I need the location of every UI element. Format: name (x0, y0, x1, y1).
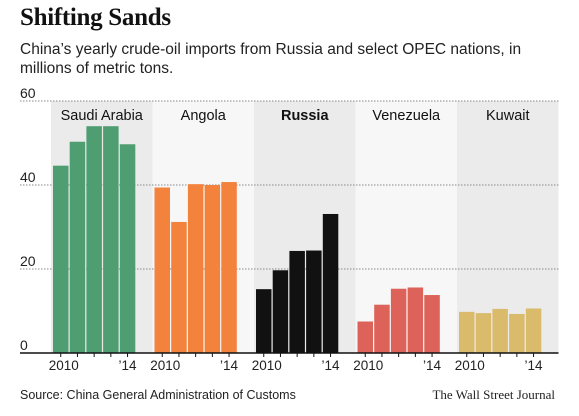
bar (322, 213, 339, 353)
bar (69, 141, 86, 353)
publisher-credit: The Wall Street Journal (432, 387, 555, 402)
bar (374, 304, 390, 353)
series-label: Angola (181, 108, 227, 124)
bar (306, 250, 322, 353)
series-label: Russia (281, 108, 329, 124)
bar (154, 187, 170, 353)
bar (407, 287, 424, 353)
x-tick-label: ’14 (525, 358, 544, 373)
x-tick-label: 2010 (49, 358, 79, 373)
bar (171, 221, 187, 353)
y-tick-label: 20 (20, 253, 36, 269)
bars (53, 126, 542, 353)
x-tick-label: ’14 (119, 358, 138, 373)
y-tick-label: 60 (20, 85, 36, 101)
x-tick-label: 2010 (353, 358, 383, 373)
y-tick-label: 40 (20, 169, 36, 185)
bar (475, 313, 492, 353)
bar (204, 185, 221, 353)
bar (525, 308, 542, 353)
series-label: Kuwait (486, 108, 530, 124)
bar (289, 250, 305, 353)
bar (187, 184, 204, 353)
y-tick-label: 0 (20, 337, 28, 353)
source-note: Source: China General Administration of … (20, 388, 296, 402)
bar (357, 321, 373, 353)
bar (86, 126, 102, 353)
bar (256, 289, 272, 353)
series-label: Venezuela (372, 108, 441, 124)
x-tick-label: 2010 (252, 358, 282, 373)
chart-title: Shifting Sands (20, 4, 171, 31)
bar (459, 311, 475, 353)
chart-subtitle: China’s yearly crude-oil imports from Ru… (20, 41, 522, 77)
series-labels: Saudi Arabia Angola Russia Venezuela Kuwait (61, 108, 530, 124)
bar (492, 308, 508, 353)
x-tick-label: ’14 (423, 358, 442, 373)
x-tick-label: ’14 (220, 358, 239, 373)
series-label: Saudi Arabia (61, 108, 144, 124)
bar (103, 126, 119, 353)
bar (424, 295, 440, 353)
x-axis-ticks: 2010 ’14 2010 ’14 2010 ’14 2010 ’14 2010 ’14 (49, 353, 543, 373)
x-tick-label: ’14 (322, 358, 341, 373)
bar (272, 270, 289, 353)
bar (221, 182, 237, 353)
bar (390, 288, 407, 353)
bar (53, 165, 69, 353)
y-axis-ticks: 0 20 40 60 (20, 85, 36, 353)
bar (119, 144, 136, 353)
bar (509, 313, 525, 353)
x-tick-label: 2010 (455, 358, 485, 373)
x-tick-label: 2010 (150, 358, 180, 373)
